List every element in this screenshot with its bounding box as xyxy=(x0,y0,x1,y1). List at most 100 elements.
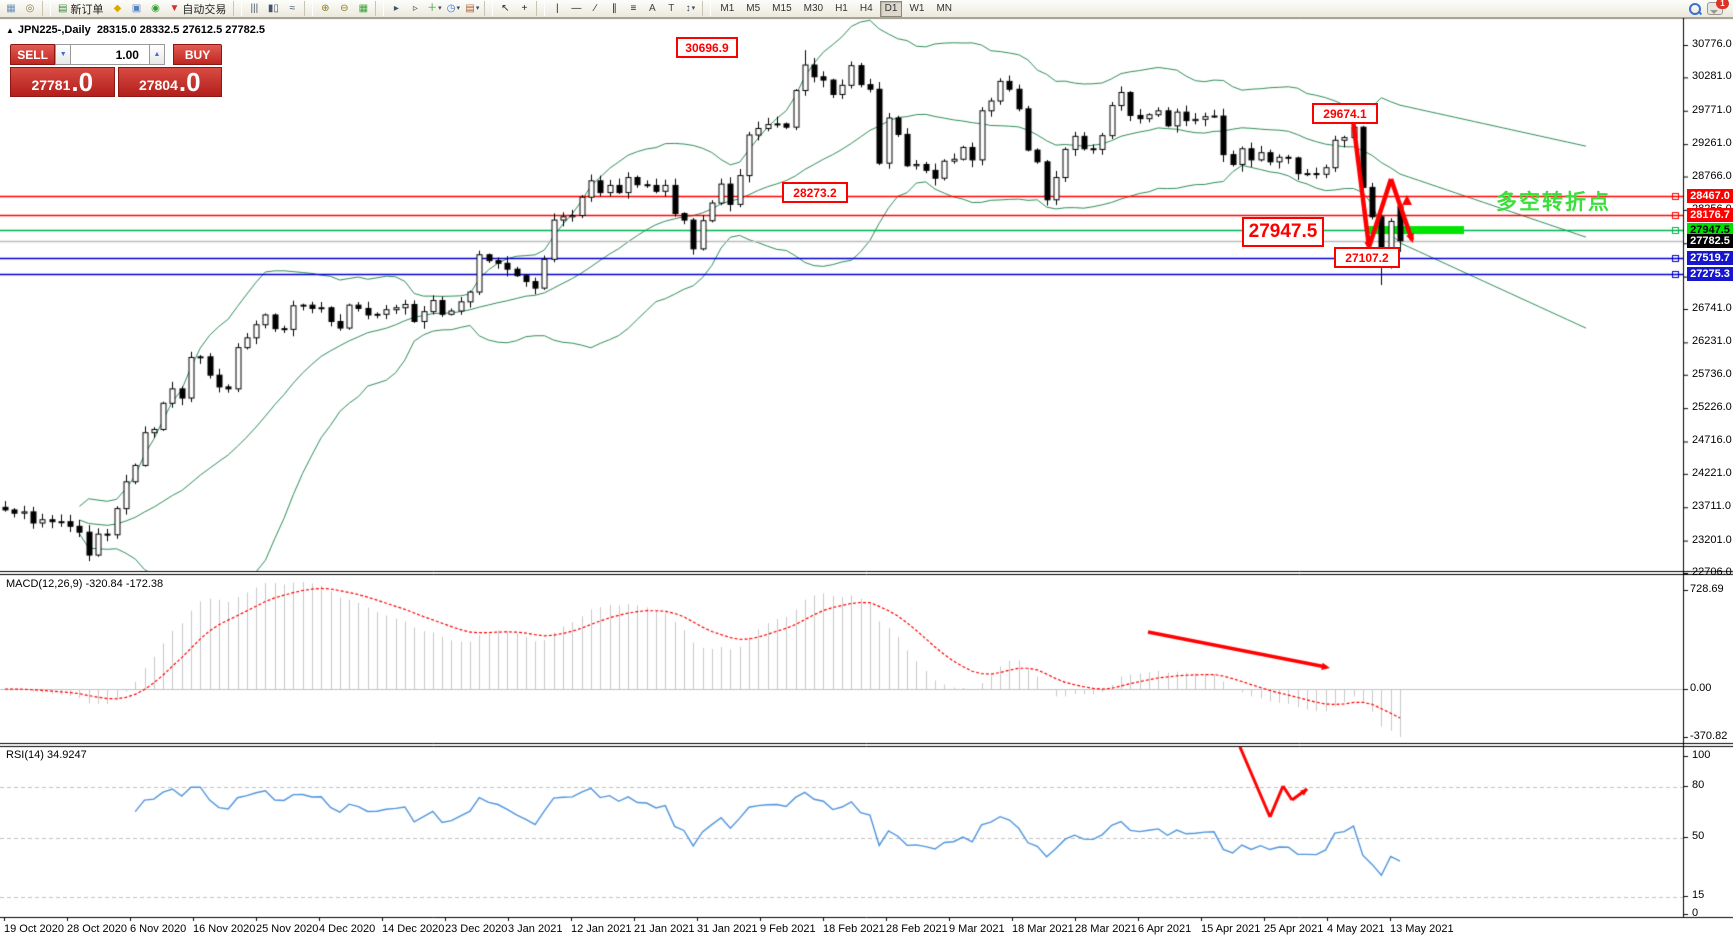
rsi-tick-label: 0 xyxy=(1692,907,1699,919)
timeframe-m30[interactable]: M30 xyxy=(803,3,824,14)
toolbar-separator xyxy=(702,1,712,16)
annotation-support-28273[interactable]: 28273.2 xyxy=(782,182,848,203)
chart-window-icon-glyph: ▦ xyxy=(6,3,16,14)
date-tick-label: 31 Jan 2021 xyxy=(697,923,758,935)
toolbar-left-group: ▦ ◎ ▤ 新订单 ◆ ▣ ◉ ▼ 自动交易 ||| ▮▯ ≈ ⊕ ⊖ ▦ ▸ ▹ ＋ ▾ ◷ ▾ ▤ ▾ ↖ + | — ∕ ∥ ≡ A T… xyxy=(2,0,713,17)
date-tick-label: 23 Dec 2020 xyxy=(445,923,508,935)
annotation-low-27107[interactable]: 27107.2 xyxy=(1334,247,1400,268)
buy-button[interactable]: BUY xyxy=(173,44,223,65)
volume-input[interactable]: 1.00 xyxy=(71,44,149,65)
timeframe-d1[interactable]: D1 xyxy=(879,0,903,17)
toolbar: ▦ ◎ ▤ 新订单 ◆ ▣ ◉ ▼ 自动交易 ||| ▮▯ ≈ ⊕ ⊖ ▦ ▸ ▹ ＋ ▾ ◷ ▾ ▤ ▾ ↖ + | — ∕ ∥ ≡ A T… xyxy=(0,0,1733,18)
line-chart-icon-glyph: ≈ xyxy=(289,3,296,14)
zoom-in-icon[interactable]: ⊕ xyxy=(316,0,334,17)
cursor-icon[interactable]: ↖ xyxy=(496,0,514,17)
rsi-tick-label: 100 xyxy=(1692,749,1711,761)
indicators-button[interactable]: ＋ ▾ xyxy=(425,0,443,17)
chevron-down-icon: ▾ xyxy=(456,5,460,12)
buy-price-frac: .0 xyxy=(178,67,201,97)
chart-window-icon[interactable]: ▦ xyxy=(2,0,20,17)
volume-down-button[interactable]: ▼ xyxy=(55,44,72,65)
price-plate-27782-5: 27782.5 xyxy=(1687,233,1733,248)
date-tick-label: 13 May 2021 xyxy=(1390,923,1454,935)
toolbar-separator xyxy=(42,1,51,16)
trade-row-buttons: SELL ▼ 1.00 ▲ BUY xyxy=(10,44,223,65)
news-signal-icon[interactable]: ◉ xyxy=(146,0,164,17)
bar-chart-icon-glyph: ||| xyxy=(250,3,259,14)
style-brush-icon-glyph: ◆ xyxy=(113,3,122,14)
new-order-button[interactable]: ▤ 新订单 xyxy=(54,0,107,17)
macd-tick-label: 728.69 xyxy=(1690,583,1724,595)
timeframe-h4[interactable]: H4 xyxy=(859,3,873,14)
sell-price-frac: .0 xyxy=(71,67,94,97)
horizontal-line-icon[interactable]: — xyxy=(567,0,585,17)
line-chart-icon[interactable]: ≈ xyxy=(283,0,301,17)
periods-button[interactable]: ◷ ▾ xyxy=(444,0,462,17)
collapse-triangle-icon[interactable]: ▲ xyxy=(6,26,14,35)
profile-search-icon[interactable]: ◎ xyxy=(21,0,39,17)
price-plate-27947-5: 27947.5 xyxy=(1687,223,1733,238)
price-plate-28176-7: 28176.7 xyxy=(1687,208,1733,223)
fibonacci-icon[interactable]: ≡ xyxy=(624,0,642,17)
trendline-icon[interactable]: ∕ xyxy=(586,0,604,17)
text-tool-icon[interactable]: A xyxy=(643,0,661,17)
vertical-line-icon[interactable]: | xyxy=(548,0,566,17)
timeframe-m15[interactable]: M15 xyxy=(772,3,792,14)
chart-title: ▲ JPN225-,Daily 28315.0 28332.5 27612.5 2… xyxy=(6,24,265,36)
date-tick-label: 28 Feb 2021 xyxy=(886,923,948,935)
buy-price-main: 27804 xyxy=(138,77,178,93)
annotation-high-30696[interactable]: 30696.9 xyxy=(676,37,738,58)
autotrade-button[interactable]: ▼ 自动交易 xyxy=(165,0,230,17)
auto-scroll-icon[interactable]: ▸ xyxy=(387,0,405,17)
profile-search-icon-glyph: ◎ xyxy=(25,3,35,14)
toolbar-separator xyxy=(536,1,546,16)
arrows-tool-button[interactable]: ↕ ▾ xyxy=(681,0,699,17)
buy-price[interactable]: 27804.0 xyxy=(117,67,222,97)
timeframe-m5[interactable]: M5 xyxy=(746,3,761,14)
annotation-pivot-note[interactable]: 多空转折点 xyxy=(1496,191,1611,214)
date-tick-label: 25 Nov 2020 xyxy=(256,923,319,935)
timeframe-m1[interactable]: M1 xyxy=(720,3,735,14)
date-tick-label: 6 Apr 2021 xyxy=(1138,923,1192,935)
arrows-tool-glyph: ↕ xyxy=(685,3,691,14)
annotation-pivot-27947[interactable]: 27947.5 xyxy=(1242,217,1324,247)
price-tick-label: 22706.0 xyxy=(1692,566,1732,578)
date-tick-label: 19 Oct 2020 xyxy=(4,923,64,935)
sell-button[interactable]: SELL xyxy=(10,44,56,65)
chart-canvas[interactable] xyxy=(0,18,1733,940)
annotation-swing-29674[interactable]: 29674.1 xyxy=(1312,103,1378,124)
macd-tick-label: 0.00 xyxy=(1690,682,1712,694)
price-tick-label: 26231.0 xyxy=(1692,335,1732,348)
zoom-out-icon[interactable]: ⊖ xyxy=(335,0,353,17)
bar-chart-icon[interactable]: ||| xyxy=(245,0,263,17)
chat-icon[interactable]: 1 xyxy=(1707,0,1729,15)
date-tick-label: 3 Jan 2021 xyxy=(508,923,563,935)
templates-button[interactable]: ▤ ▾ xyxy=(463,0,481,17)
candle-chart-icon[interactable]: ▮▯ xyxy=(264,0,282,17)
sell-price[interactable]: 27781.0 xyxy=(10,67,115,97)
terminal-icon[interactable]: ▣ xyxy=(127,0,145,17)
equidistant-channel-icon[interactable]: ∥ xyxy=(605,0,623,17)
timeframe-h1[interactable]: H1 xyxy=(835,3,848,14)
zoom-out-icon-glyph: ⊖ xyxy=(340,3,349,14)
price-plate-28467-0: 28467.0 xyxy=(1687,189,1733,204)
timeframe-mn[interactable]: MN xyxy=(936,3,953,14)
price-tick-label: 25226.0 xyxy=(1692,401,1732,414)
text-label-icon[interactable]: T xyxy=(662,0,680,17)
one-click-trade-panel: SELL ▼ 1.00 ▲ BUY 27781.0 27804.0 xyxy=(10,44,223,97)
timeframe-w1[interactable]: W1 xyxy=(909,3,925,14)
new-order-button-label: 新订单 xyxy=(70,3,104,16)
chart-shift-icon-glyph: ▹ xyxy=(412,3,418,14)
search-icon[interactable] xyxy=(1689,2,1703,15)
chart-shift-icon[interactable]: ▹ xyxy=(406,0,424,17)
style-brush-icon[interactable]: ◆ xyxy=(108,0,126,17)
tile-windows-icon[interactable]: ▦ xyxy=(354,0,372,17)
volume-up-button[interactable]: ▲ xyxy=(148,44,166,65)
crosshair-icon[interactable]: + xyxy=(515,0,533,17)
price-plate-27519-7: 27519.7 xyxy=(1687,251,1733,266)
date-tick-label: 9 Mar 2021 xyxy=(949,923,1005,935)
horizontal-line-icon-glyph: — xyxy=(571,3,582,14)
toolbar-separator xyxy=(304,1,314,16)
chat-badge: 1 xyxy=(1716,0,1729,9)
